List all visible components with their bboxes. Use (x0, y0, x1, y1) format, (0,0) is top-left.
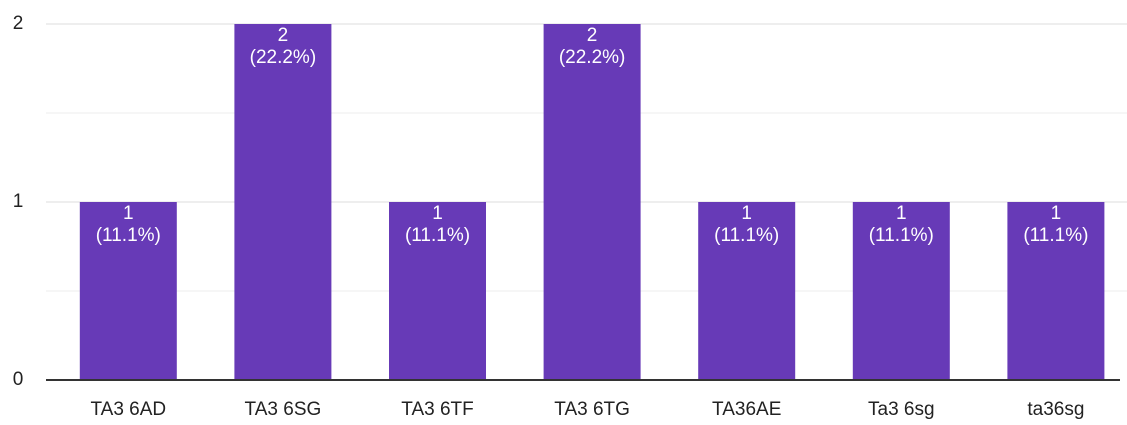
x-tick-label: ta36sg (1027, 399, 1084, 420)
x-tick-label: TA3 6SG (245, 399, 322, 420)
value-label: 2 (587, 25, 598, 46)
bar (234, 24, 332, 380)
x-tick-label: TA3 6TG (554, 399, 630, 420)
y-tick-label: 1 (13, 191, 24, 212)
value-label: 1 (123, 203, 134, 224)
bar (389, 202, 486, 380)
bar (79, 202, 177, 380)
percentage-label: (11.1%) (1023, 225, 1088, 246)
bar (852, 202, 950, 380)
value-label: 1 (896, 203, 907, 224)
y-tick-label: 0 (13, 369, 24, 390)
percentage-label: (11.1%) (405, 225, 470, 246)
x-tick-label: TA3 6TF (401, 399, 474, 420)
value-label: 1 (741, 203, 752, 224)
x-tick-label: TA36AE (712, 399, 781, 420)
bar (698, 202, 796, 380)
percentage-label: (22.2%) (250, 47, 317, 68)
x-tick-label: Ta3 6sg (868, 399, 935, 420)
percentage-label: (11.1%) (96, 225, 161, 246)
percentage-label: (22.2%) (559, 47, 626, 68)
percentage-label: (11.1%) (714, 225, 779, 246)
percentage-label: (11.1%) (869, 225, 934, 246)
value-label: 1 (1051, 203, 1062, 224)
value-label: 1 (432, 203, 443, 224)
y-tick-label: 2 (13, 13, 24, 34)
bar (1007, 202, 1105, 380)
bar (543, 24, 641, 380)
x-tick-label: TA3 6AD (90, 399, 166, 420)
value-label: 2 (278, 25, 289, 46)
